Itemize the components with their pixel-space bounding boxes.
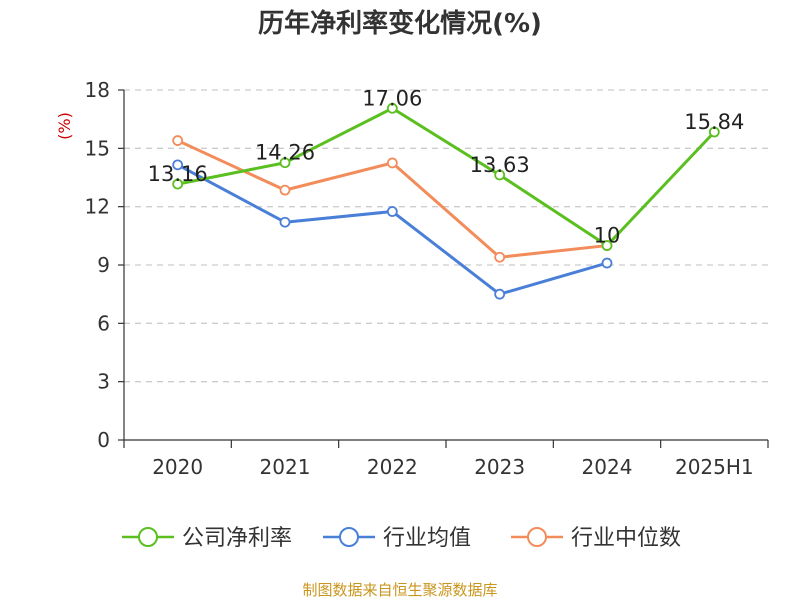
y-tick-label: 15 — [85, 136, 110, 160]
legend-item-1[interactable]: 行业均值 — [323, 526, 471, 551]
data-point — [279, 157, 291, 169]
data-point — [279, 184, 291, 196]
legend-label: 公司净利率 — [182, 526, 292, 551]
data-point — [708, 126, 720, 138]
series-group — [172, 102, 720, 300]
legend-swatch-marker — [138, 527, 158, 547]
y-tick-label: 9 — [97, 253, 110, 277]
data-label: 17.06 — [362, 86, 422, 110]
legend-item-0[interactable]: 公司净利率 — [122, 526, 292, 551]
data-point — [386, 206, 398, 217]
x-tick-label: 2025H1 — [675, 455, 754, 479]
legend-label: 行业均值 — [383, 526, 471, 551]
data-point — [386, 157, 398, 169]
legend[interactable]: 公司净利率 行业均值 行业中位数 — [122, 526, 681, 551]
series-line-1 — [176, 163, 608, 296]
data-point — [494, 288, 506, 300]
data-point — [172, 159, 184, 171]
x-tick-label: 2022 — [367, 455, 418, 479]
x-tick-label: 2020 — [152, 455, 203, 479]
data-point — [172, 135, 184, 146]
chart-title: 历年净利率变化情况(%) — [258, 8, 542, 39]
data-label: 13.16 — [148, 162, 208, 186]
data-label: 10 — [594, 224, 621, 248]
y-tick-label: 6 — [97, 311, 110, 335]
data-point — [601, 240, 613, 251]
y-tick-label: 12 — [85, 195, 110, 219]
x-tick-label: 2024 — [582, 455, 633, 479]
y-axis-label: (%) — [55, 112, 74, 140]
source-note: 制图数据来自恒生聚源数据库 — [302, 581, 497, 599]
legend-swatch-marker — [339, 527, 359, 547]
data-point — [279, 216, 291, 228]
legend-item-2[interactable]: 行业中位数 — [511, 526, 681, 551]
y-tick-label: 18 — [85, 78, 110, 102]
y-tick-label: 3 — [97, 370, 110, 394]
series-line-0 — [177, 106, 716, 248]
x-tick-label: 2023 — [474, 455, 525, 479]
data-label: 14.26 — [255, 141, 315, 165]
data-labels: 13.16 14.26 17.06 13.63 10 15.84 — [148, 86, 745, 247]
axes: 0 3 6 9 12 15 18 2020 2021 2022 2023 2024 2025H1 — [85, 78, 769, 479]
data-point — [172, 178, 184, 190]
data-point — [494, 169, 506, 181]
x-tick-label: 2021 — [260, 455, 311, 479]
y-tick-label: 0 — [97, 428, 110, 452]
grid-lines — [124, 89, 768, 383]
data-label: 15.84 — [684, 110, 744, 134]
data-label: 13.63 — [470, 153, 530, 177]
legend-label: 行业中位数 — [571, 526, 681, 551]
legend-swatch-marker — [527, 527, 547, 547]
data-point — [494, 251, 506, 263]
data-point — [386, 102, 398, 114]
data-point — [601, 257, 613, 269]
